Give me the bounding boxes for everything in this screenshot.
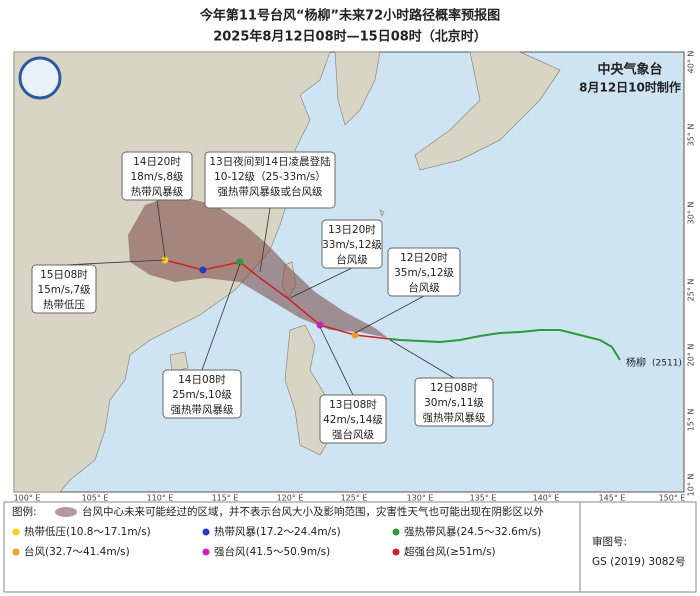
callout-text: 台风级 — [336, 253, 368, 266]
callout-text: 强台风级 — [332, 428, 374, 441]
callout-box — [162, 369, 242, 419]
title: 今年第11号台风“杨柳”未来72小时路径概率预报图 — [199, 8, 500, 24]
lat-label: 15° N — [687, 409, 696, 432]
point — [351, 331, 359, 339]
callout-text: 12日08时 — [430, 382, 478, 394]
legend-dot — [202, 548, 210, 556]
callout-text: 强热带风暴级 — [423, 411, 486, 424]
callout-text: 42m/s,14级 — [323, 414, 383, 426]
lon-label: 125° E — [341, 494, 368, 503]
lon-label: 140° E — [533, 494, 560, 503]
callout-text: 14日08时 — [178, 374, 226, 386]
agency-made: 8月12日10时制作 — [579, 80, 681, 95]
point — [316, 321, 324, 329]
callout-box — [31, 264, 97, 314]
callout-box — [387, 247, 461, 297]
leader-line — [389, 339, 455, 379]
cone-swatch — [55, 507, 77, 517]
legend-dot — [392, 528, 400, 536]
legend-box — [3, 501, 697, 593]
point — [236, 258, 244, 266]
review-number: GS (2019) 3082号 — [592, 556, 686, 568]
legend-dot — [392, 548, 400, 556]
legend-dot — [202, 528, 210, 536]
typhoon-code: (2511) — [652, 359, 682, 369]
observed-track — [389, 329, 621, 361]
legend-label: 强热带风暴(24.5～32.6m/s) — [404, 525, 541, 538]
forecast-track — [164, 259, 391, 340]
callout-box — [319, 394, 387, 444]
callout-text: 13日08时 — [329, 399, 377, 411]
legend-label: 热带风暴(17.2～24.4m/s) — [214, 525, 341, 538]
logo — [18, 56, 62, 100]
callout-box — [414, 377, 494, 427]
callout-text: 强热带风暴级 — [171, 403, 234, 416]
callout-box — [321, 219, 383, 269]
lon-label: 100° E — [14, 494, 41, 503]
callout-box — [121, 151, 193, 201]
callout-text: 13日20时 — [328, 224, 376, 236]
lat-label: 35° N — [687, 124, 696, 147]
legend-label: 台风(32.7～41.4m/s) — [24, 545, 130, 558]
lon-label: 145° E — [599, 494, 626, 503]
legend-title: 图例: — [12, 505, 37, 518]
legend-label: 超强台风(≥51m/s) — [404, 545, 496, 558]
cone-note: 台风中心未来可能经过的区域，并不表示台风大小及影响范围，灾害性天气也可能出现在阴… — [82, 505, 544, 518]
leader-line — [63, 259, 166, 266]
callout-text: 热带风暴级 — [131, 185, 184, 198]
callout-text: 14日20时 — [133, 156, 181, 168]
callout-text: 30m/s,11级 — [424, 397, 484, 409]
review-label: 审图号: — [592, 535, 627, 548]
leader-line — [289, 267, 353, 299]
callout-text: 18m/s,8级 — [130, 171, 184, 183]
lat-label: 40° N — [687, 51, 696, 74]
callout-text: 35m/s,12级 — [394, 267, 454, 279]
callout-text: 10-12级（25-33m/s） — [214, 171, 326, 183]
legend-label: 热带低压(10.8～17.1m/s) — [24, 525, 151, 538]
subtitle: 2025年8月12日08时—15日08时（北京时） — [213, 29, 487, 45]
lon-label: 105° E — [82, 494, 109, 503]
leader-line — [354, 295, 425, 334]
lat-label: 20° N — [687, 344, 696, 367]
lon-label: 135° E — [470, 494, 497, 503]
lon-label: 130° E — [407, 494, 434, 503]
lon-label: 150° E — [659, 494, 686, 503]
point — [199, 266, 207, 274]
lon-label: 110° E — [147, 494, 174, 503]
leader-line — [319, 326, 354, 396]
lat-label: 30° N — [687, 202, 696, 225]
callout-text: 15m/s,7级 — [37, 284, 91, 296]
callout-box — [204, 151, 336, 209]
legend-dot — [12, 548, 20, 556]
agency-name: 中央气象台 — [597, 62, 662, 78]
leader-line — [259, 207, 271, 273]
legend-label: 强台风(41.5～50.9m/s) — [214, 545, 330, 558]
leader-line — [201, 263, 241, 371]
probability-cone — [128, 195, 388, 338]
callout-text: 强热带风暴级或台风级 — [218, 185, 323, 198]
lat-label: 10° N — [687, 474, 696, 497]
callout-text: 33m/s,12级 — [322, 239, 382, 251]
lon-label: 120° E — [277, 494, 304, 503]
lon-label: 115° E — [212, 494, 239, 503]
callout-text: 台风级 — [408, 281, 440, 294]
callout-text: 热带低压 — [43, 298, 85, 311]
callout-text: 15日08时 — [40, 269, 88, 281]
typhoon-name: 杨柳 — [626, 356, 646, 369]
callout-text: 12日20时 — [400, 252, 448, 264]
callout-text: 13日夜间到14日凌晨登陆 — [209, 155, 331, 168]
legend-dot — [12, 528, 20, 536]
callout-text: 25m/s,10级 — [172, 389, 232, 401]
lat-label: 25° N — [687, 279, 696, 302]
leader-line — [156, 199, 166, 259]
